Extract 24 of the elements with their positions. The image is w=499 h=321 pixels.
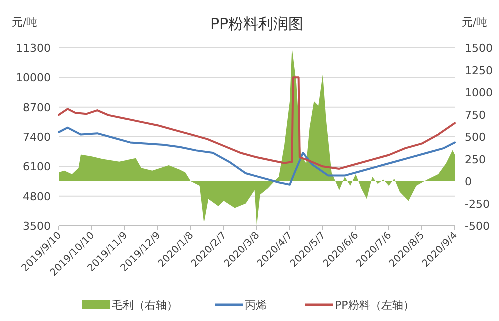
y-tick-label: 10000	[16, 72, 51, 85]
y2-tick-label: 0	[465, 176, 472, 188]
y-tick-label: 11300	[16, 42, 51, 55]
y2-tick-label: 1500	[465, 42, 493, 55]
y-tick-label: 8700	[23, 101, 51, 114]
y2-tick-label: 1250	[465, 64, 493, 78]
y2-tick-label: 250	[465, 153, 486, 166]
y2-tick-label: -250	[465, 198, 490, 211]
y2-tick-label: 1000	[465, 86, 493, 100]
y-axis-title: 元/吨	[12, 16, 38, 29]
y2-tick-label: 500	[465, 131, 486, 144]
line-series	[58, 76, 456, 170]
y2-tick-label: 750	[465, 108, 486, 122]
legend-label: 丙烯	[245, 299, 267, 312]
y-tick-label: 6100	[23, 160, 51, 174]
legend-label: PP粉料（左轴）	[335, 299, 414, 312]
y2-tick-label: -500	[465, 220, 490, 233]
y-tick-label: 4800	[23, 190, 51, 204]
y2-axis-title: 元/吨	[462, 16, 488, 29]
line-series	[58, 126, 456, 186]
y-tick-label: 7400	[23, 131, 51, 144]
y-tick-label: 3500	[23, 220, 51, 233]
legend-label: 毛利（右轴）	[112, 299, 178, 312]
chart-title: PP粉料利润图	[210, 15, 304, 33]
